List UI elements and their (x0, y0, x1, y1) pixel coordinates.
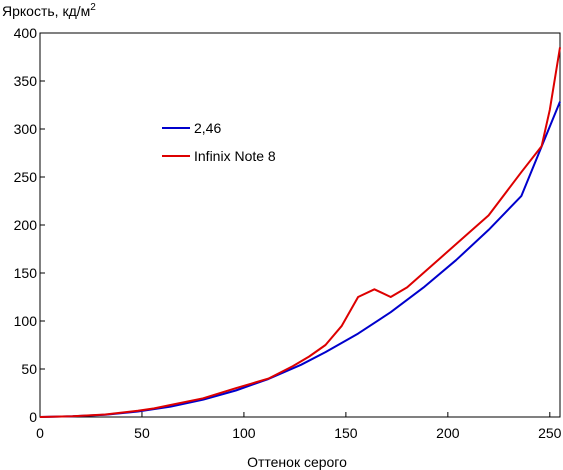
y-tick-label: 150 (14, 265, 38, 281)
legend: 2,46 Infinix Note 8 (162, 120, 276, 164)
x-tick-label: 100 (232, 425, 256, 441)
y-axis-label: Яркость, кд/м2 (2, 2, 96, 19)
y-tick-label: 200 (14, 217, 38, 233)
series-line-2-46 (39, 101, 561, 418)
y-tick-label: 250 (14, 169, 38, 185)
y-tick-label: 100 (14, 313, 38, 329)
ticks: 0 50 100 150 200 250 0 50 100 150 200 250 300 350 400 (14, 25, 562, 441)
y-tick-label: 0 (29, 409, 37, 425)
x-tick-label: 0 (36, 425, 44, 441)
y-tick-label: 400 (14, 25, 38, 41)
plot-frame (39, 32, 561, 418)
y-axis-label-superscript: 2 (90, 2, 96, 13)
y-tick-label: 300 (14, 121, 38, 137)
series-lines (39, 47, 561, 418)
x-tick-label: 250 (538, 425, 562, 441)
x-tick-label: 200 (436, 425, 460, 441)
x-tick-label: 150 (334, 425, 358, 441)
legend-label-2-46: 2,46 (194, 120, 221, 136)
y-tick-label: 50 (21, 361, 37, 377)
series-line-infinix-note-8 (39, 47, 561, 418)
x-axis-label: Оттенок серого (247, 454, 347, 470)
y-tick-label: 350 (14, 73, 38, 89)
x-tick-label: 50 (134, 425, 150, 441)
y-axis-label-main: Яркость, кд/м (2, 3, 90, 19)
legend-label-infinix-note-8: Infinix Note 8 (194, 148, 276, 164)
